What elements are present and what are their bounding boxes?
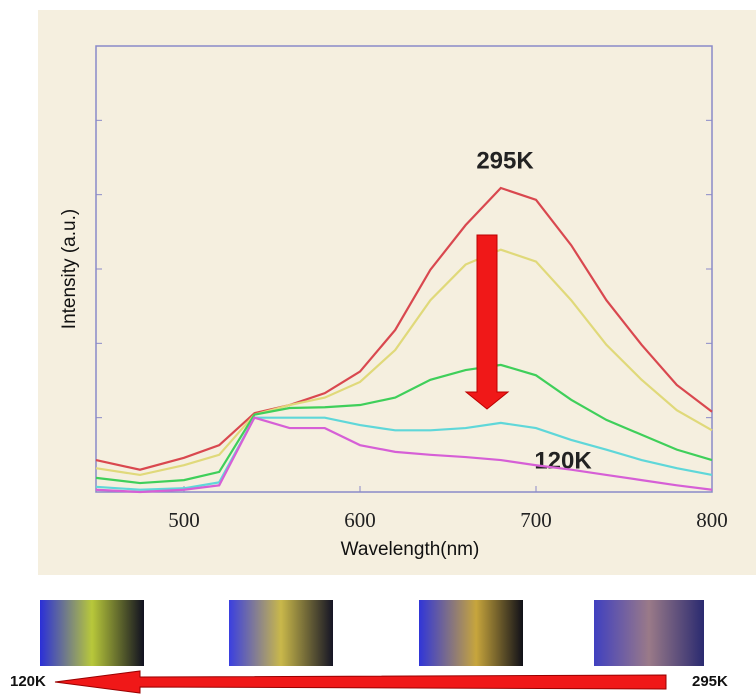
strip-label: 295K bbox=[692, 673, 728, 690]
annotation: 295K bbox=[476, 147, 534, 174]
x-tick-label: 500 bbox=[168, 508, 200, 532]
sample-photo bbox=[419, 600, 523, 666]
x-tick-label: 700 bbox=[520, 508, 552, 532]
series-line bbox=[95, 363, 713, 485]
x-tick-label: 800 bbox=[696, 508, 728, 532]
series-line bbox=[95, 416, 713, 494]
y-axis-label: Intensity (a.u.) bbox=[59, 209, 80, 329]
trend-arrow bbox=[464, 234, 510, 410]
x-tick-label: 600 bbox=[344, 508, 376, 532]
temperature-arrow bbox=[54, 670, 667, 694]
strip-label: 120K bbox=[10, 673, 46, 690]
x-axis-label: Wavelength(nm) bbox=[341, 539, 480, 560]
series-line bbox=[95, 248, 713, 477]
sample-photo bbox=[594, 600, 704, 666]
sample-photo bbox=[229, 600, 333, 666]
series-line bbox=[95, 416, 713, 491]
annotation: 120K bbox=[534, 447, 592, 474]
series-line bbox=[95, 186, 713, 471]
sample-photo bbox=[40, 600, 144, 666]
